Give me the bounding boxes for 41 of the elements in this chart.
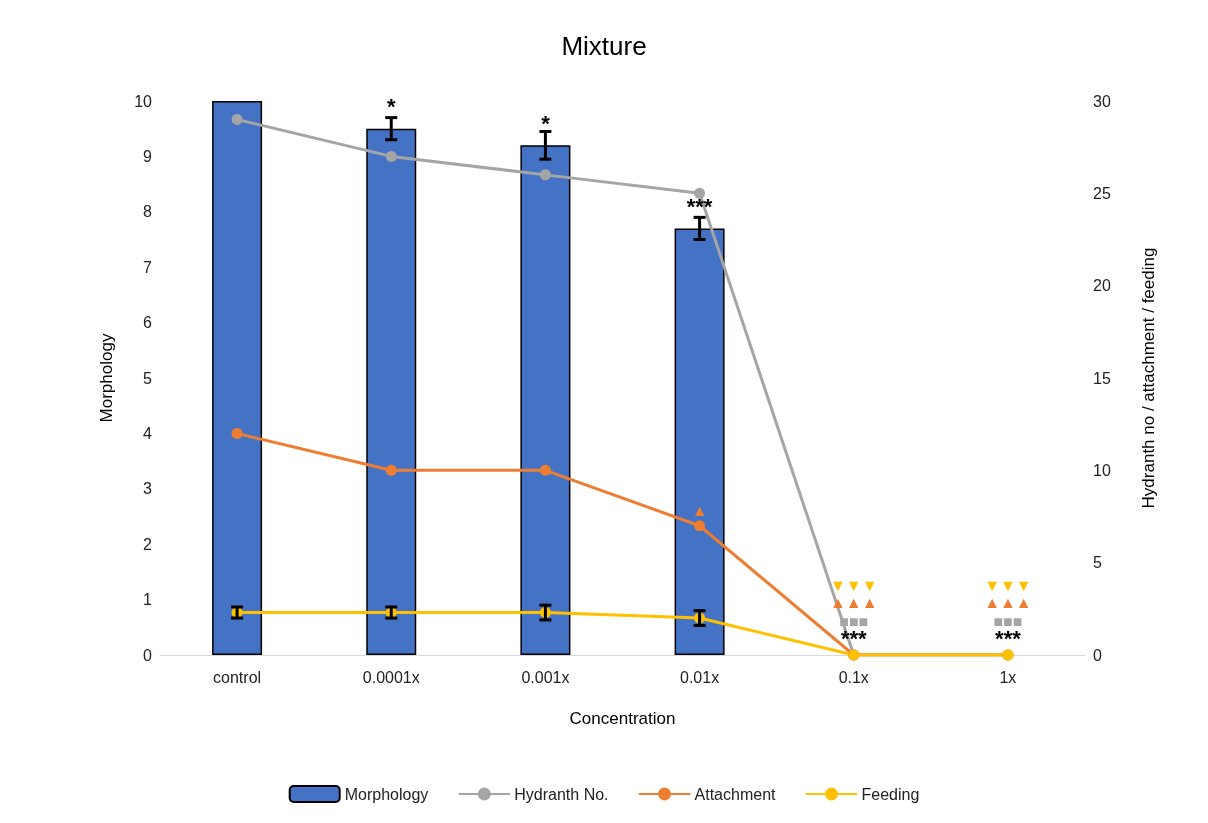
chart-title: Mixture [561, 31, 647, 61]
y-tick-label: 5 [143, 369, 153, 387]
x-tick-label: 0.001x [521, 668, 570, 686]
annotation: *** [840, 625, 868, 651]
x-tick-label: 1x [999, 668, 1017, 686]
y-tick-label: 1 [143, 591, 153, 609]
y-tick-label: 4 [143, 424, 153, 442]
legend-label: Feeding [861, 785, 920, 803]
y2-tick-label: 20 [1093, 277, 1111, 295]
annotation: ▼▼▼ [829, 577, 878, 595]
annotation: * [541, 110, 551, 136]
annotation: * [386, 94, 396, 120]
annotation: ▲▲▲ [829, 593, 878, 611]
x-tick-label: 0.0001x [362, 668, 420, 686]
y-tick-label: 8 [143, 203, 153, 221]
y-tick-label: 6 [143, 314, 153, 332]
y-tick-label: 2 [143, 535, 153, 553]
x-axis-title: Concentration [569, 709, 676, 728]
x-tick-label: control [213, 668, 262, 686]
y2-tick-label: 0 [1093, 646, 1102, 664]
x-tick-label: 0.01x [680, 668, 720, 686]
y2-tick-label: 25 [1093, 184, 1111, 202]
y-tick-label: 0 [143, 646, 153, 664]
x-tick-label: 0.1x [838, 668, 869, 686]
legend-label: Hydranth No. [514, 785, 609, 803]
annotation: ▲ [691, 502, 708, 520]
legend-label: Morphology [344, 785, 429, 803]
annotation: ▲▲▲ [984, 593, 1032, 611]
y-tick-label: 7 [143, 258, 153, 276]
legend-label: Attachment [694, 785, 777, 803]
y-tick-label: 3 [143, 480, 153, 498]
y2-axis-title: Hydranth no / attachment / feeding [1139, 247, 1158, 509]
y2-tick-label: 5 [1093, 554, 1102, 572]
y-tick-label: 9 [143, 147, 153, 165]
y2-tick-label: 10 [1093, 461, 1111, 479]
annotation: *** [686, 193, 713, 219]
y2-tick-label: 30 [1093, 92, 1111, 110]
y2-tick-label: 15 [1093, 369, 1111, 387]
y-tick-label: 10 [134, 92, 153, 110]
annotation: ▼▼▼ [984, 577, 1032, 595]
y-axis-title: Morphology [97, 333, 116, 423]
